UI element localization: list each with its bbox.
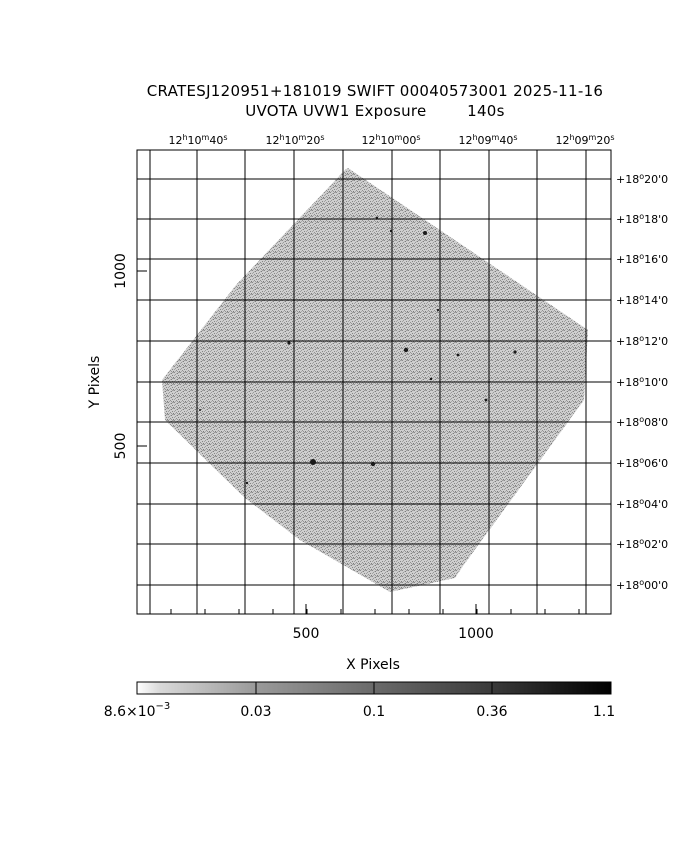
ra-label: 12h10m40s [168,133,227,148]
dec-label: +18o00'0 [616,578,668,593]
ra-label: 12h10m20s [265,133,324,148]
dec-label: +18o12'0 [616,334,668,349]
title-line-2: UVOTA UVW1 Exposure 140s [245,102,505,120]
axis-ticks [137,270,580,614]
source-marker [436,308,440,312]
dec-label: +18o18'0 [616,212,668,227]
ra-labels: 12h10m40s 12h10m20s 12h10m00s 12h09m40s 12h0… [168,133,614,148]
y-tick-label-1000: 1000 [113,253,129,289]
colorbar-label-max: 1.1 [593,704,615,720]
colorbar: 8.6×10−3 0.03 0.1 0.36 1.1 [104,681,615,720]
dec-label: +18o10'0 [616,375,668,390]
dec-label: +18o08'0 [616,415,668,430]
ra-label: 12h09m20s [555,133,614,148]
x-axis-title: X Pixels [346,657,400,673]
y-axis-title: Y Pixels [87,356,103,410]
dec-label: +18o16'0 [616,252,668,267]
source-marker [370,461,376,467]
source-marker [287,341,291,345]
x-tick-label-1000: 1000 [458,626,494,642]
source-marker [375,216,379,220]
dec-label: +18o20'0 [616,172,668,187]
dec-label: +18o06'0 [616,456,668,471]
colorbar-label-4: 0.36 [476,704,507,720]
exposure-footprint [162,168,588,592]
ra-label: 12h09m40s [458,133,517,148]
dec-label: +18o04'0 [616,497,668,512]
source-marker [199,409,201,411]
title-line-1: CRATESJ120951+181019 SWIFT 00040573001 2… [146,82,604,100]
x-tick-label-500: 500 [293,626,320,642]
colorbar-label-3: 0.1 [363,704,385,720]
source-marker [403,347,409,353]
source-marker [484,398,488,402]
plot-frame [136,149,612,615]
source-marker [389,229,393,233]
source-marker [245,481,249,485]
dec-labels: +18o20'0 +18o18'0 +18o16'0 +18o14'0 +18o12'0… [616,172,668,593]
source-marker [429,377,433,381]
source-marker [310,459,316,465]
source-marker [456,353,460,357]
dec-label: +18o02'0 [616,537,668,552]
dec-label: +18o14'0 [616,293,668,308]
colorbar-label-min: 8.6×10−3 [104,701,171,720]
y-tick-label-500: 500 [113,433,129,460]
source-marker [423,231,427,235]
point-sources [199,216,517,485]
source-marker [513,350,517,354]
coordinate-grid [137,150,611,614]
colorbar-label-2: 0.03 [240,704,271,720]
ra-label: 12h10m00s [361,133,420,148]
